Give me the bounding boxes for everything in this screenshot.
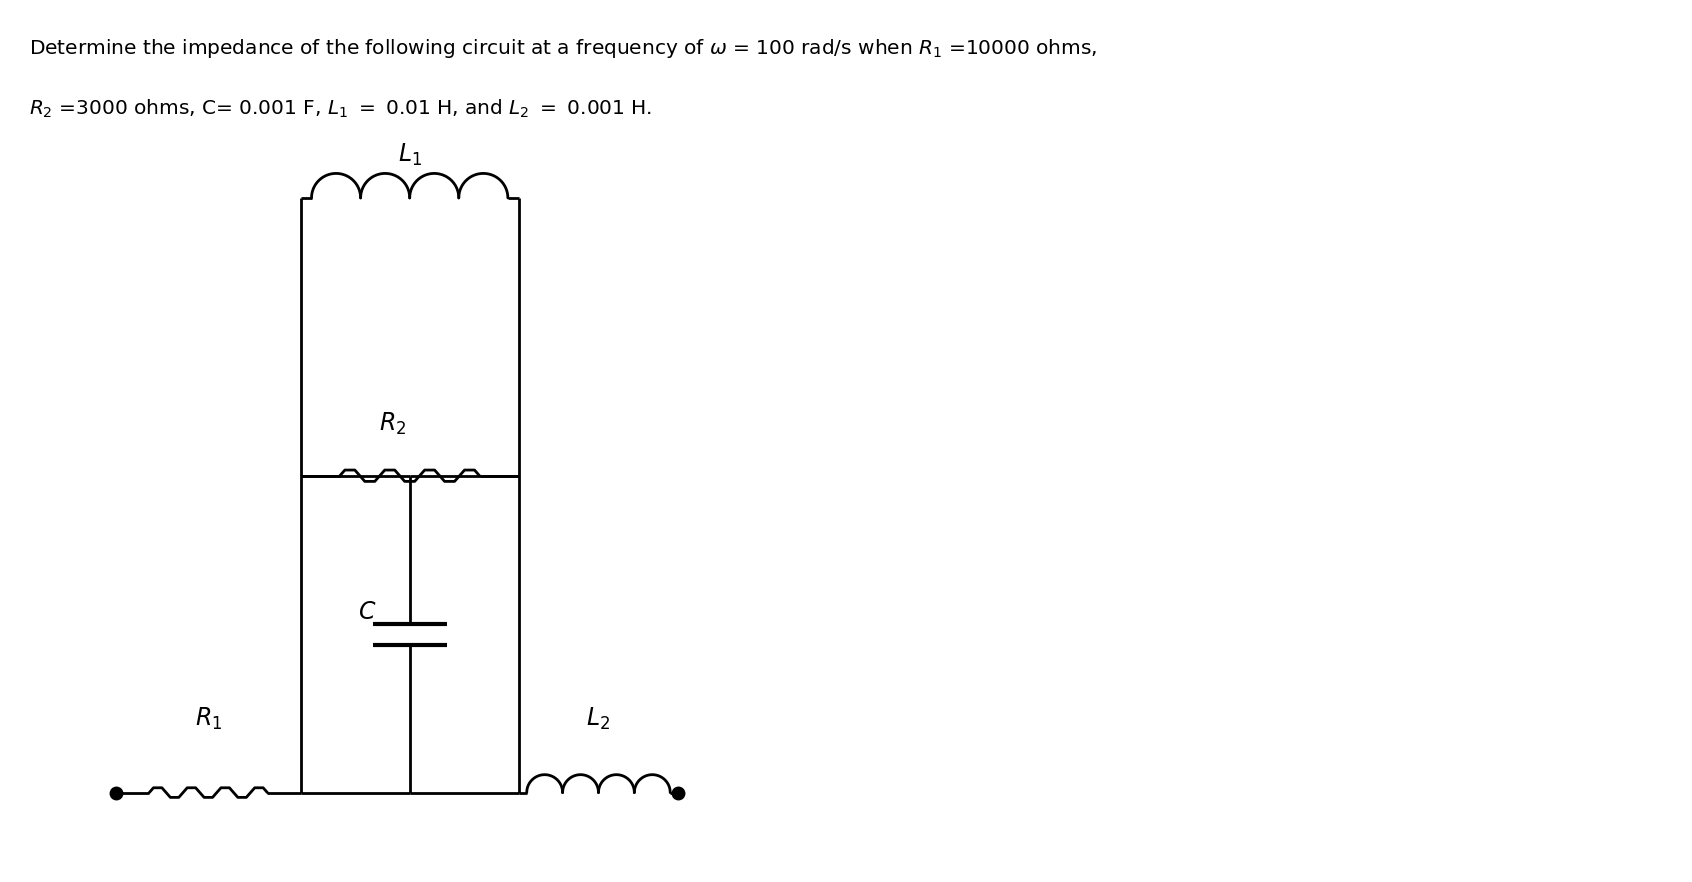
Text: $R_2$ =3000 ohms, C= 0.001 F, $L_1$ $=$ 0.01 H, and $L_2$ $=$ 0.001 H.: $R_2$ =3000 ohms, C= 0.001 F, $L_1$ $=$ … [29,98,651,121]
Text: $L_2$: $L_2$ [587,706,611,732]
Text: Determine the impedance of the following circuit at a frequency of $\omega$ = 10: Determine the impedance of the following… [29,37,1096,60]
Text: $C$: $C$ [357,601,376,624]
Text: $R_1$: $R_1$ [195,706,222,732]
Text: $R_2$: $R_2$ [379,410,406,437]
Text: $L_1$: $L_1$ [398,141,421,168]
